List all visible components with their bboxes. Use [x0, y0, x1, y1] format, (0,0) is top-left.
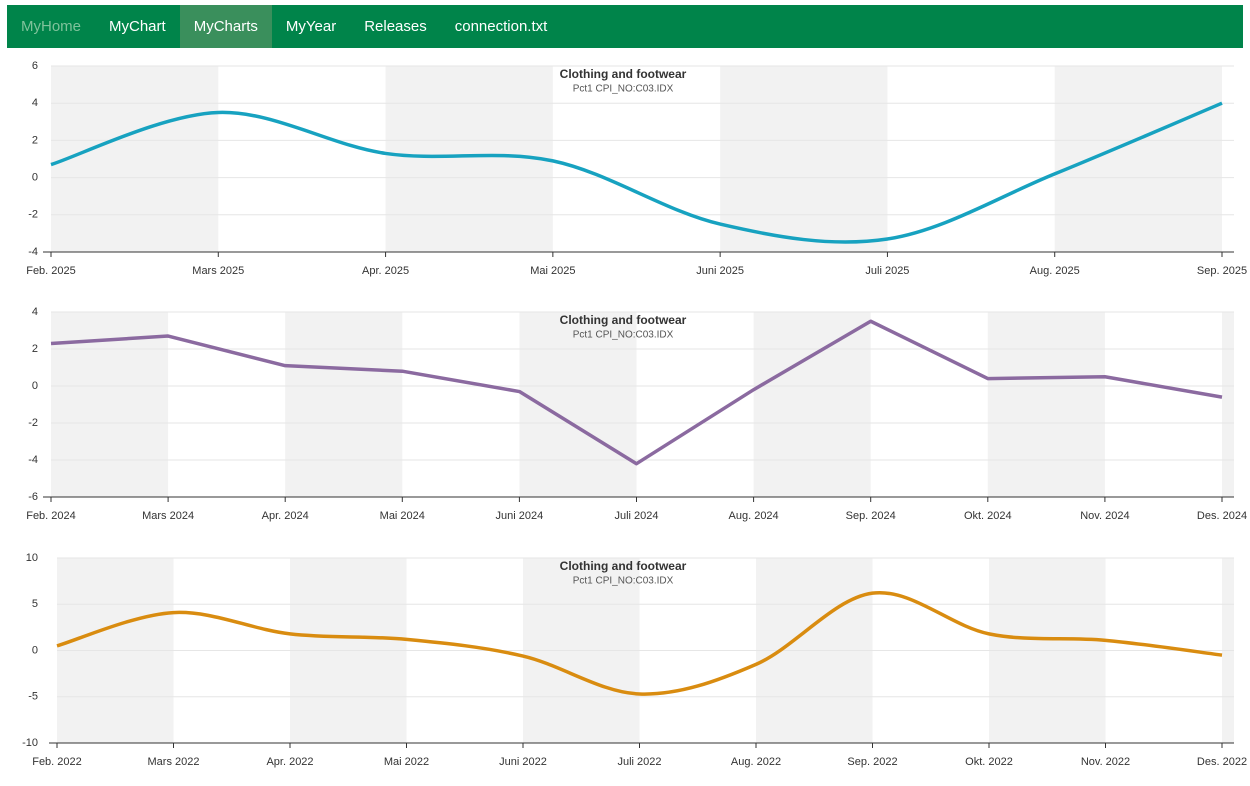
x-tick-label: Okt. 2022 — [965, 756, 1013, 768]
chart-subtitle: Pct1 CPI_NO:C03.IDX — [573, 576, 674, 587]
x-tick-label: Apr. 2022 — [266, 756, 313, 768]
nav-item[interactable]: MyYear — [285, 18, 337, 35]
x-tick-label: Aug. 2022 — [731, 756, 781, 768]
x-tick-label: Mars 2022 — [148, 756, 200, 768]
x-tick-label: Sep. 2025 — [1197, 265, 1247, 277]
x-tick-label: Mars 2025 — [192, 265, 244, 277]
x-tick-label: Aug. 2025 — [1030, 265, 1080, 277]
nav-item[interactable]: connection.txt — [454, 18, 548, 35]
x-tick-label: Apr. 2024 — [262, 510, 309, 522]
x-tick-label: Apr. 2025 — [362, 265, 409, 277]
y-tick-label: -2 — [28, 209, 38, 221]
nav-item[interactable]: MyCharts — [179, 5, 272, 48]
x-tick-label: Nov. 2022 — [1081, 756, 1130, 768]
x-tick-label: Juli 2025 — [865, 265, 909, 277]
month-band — [285, 312, 403, 497]
y-tick-label: 2 — [32, 134, 38, 146]
month-band — [51, 66, 219, 252]
x-tick-label: Feb. 2022 — [32, 756, 82, 768]
month-band — [1054, 66, 1222, 252]
month-band — [385, 66, 553, 252]
line-series — [50, 319, 1223, 466]
month-band — [720, 66, 888, 252]
x-tick-label: Mai 2025 — [530, 265, 575, 277]
x-tick-label: Okt. 2024 — [964, 510, 1012, 522]
x-tick-label: Sep. 2022 — [847, 756, 897, 768]
y-tick-label: -10 — [22, 737, 38, 749]
x-tick-label: Juni 2025 — [696, 265, 744, 277]
y-tick-label: 4 — [32, 97, 38, 109]
x-tick-label: Mai 2022 — [384, 756, 429, 768]
y-tick-label: -5 — [28, 691, 38, 703]
x-tick-label: Feb. 2024 — [26, 510, 76, 522]
y-tick-label: 10 — [26, 552, 38, 564]
line-series — [50, 101, 1223, 244]
nav-item[interactable]: Releases — [364, 18, 427, 35]
x-tick-label: Mars 2024 — [142, 510, 194, 522]
x-tick-label: Juli 2022 — [617, 756, 661, 768]
y-tick-label: 2 — [32, 343, 38, 355]
y-tick-label: 0 — [32, 644, 38, 656]
month-band — [987, 312, 1105, 497]
x-tick-label: Sep. 2024 — [846, 510, 896, 522]
nav-bar: MyHome MyChart MyCharts MyYear Releases conne… — [7, 5, 1243, 48]
line-series — [56, 590, 1223, 696]
chart-title: Clothing and footwear — [560, 559, 687, 573]
month-band — [753, 312, 871, 497]
x-tick-label: Des. 2022 — [1197, 756, 1247, 768]
x-tick-label: Juni 2022 — [499, 756, 547, 768]
x-tick-label: Mai 2024 — [380, 510, 425, 522]
y-tick-label: -4 — [28, 454, 38, 466]
y-tick-label: 0 — [32, 380, 38, 392]
nav-item[interactable]: MyHome — [21, 18, 82, 35]
chart-title: Clothing and footwear — [560, 313, 687, 327]
y-tick-label: -2 — [28, 417, 38, 429]
y-tick-label: -4 — [28, 246, 38, 258]
y-tick-label: 4 — [32, 306, 38, 318]
chart-subtitle: Pct1 CPI_NO:C03.IDX — [573, 84, 674, 95]
x-tick-label: Juni 2024 — [496, 510, 544, 522]
y-tick-label: 5 — [32, 598, 38, 610]
x-tick-label: Aug. 2024 — [729, 510, 779, 522]
y-tick-label: -6 — [28, 491, 38, 503]
month-band — [1222, 312, 1234, 497]
x-tick-label: Nov. 2024 — [1080, 510, 1129, 522]
chart-title: Clothing and footwear — [560, 67, 687, 81]
nav-item[interactable]: MyChart — [109, 18, 166, 35]
chart-subtitle: Pct1 CPI_NO:C03.IDX — [573, 330, 674, 341]
x-tick-label: Juli 2024 — [614, 510, 658, 522]
y-tick-label: 6 — [32, 60, 38, 72]
y-tick-label: 0 — [32, 172, 38, 184]
x-tick-label: Des. 2024 — [1197, 510, 1247, 522]
x-tick-label: Feb. 2025 — [26, 265, 76, 277]
